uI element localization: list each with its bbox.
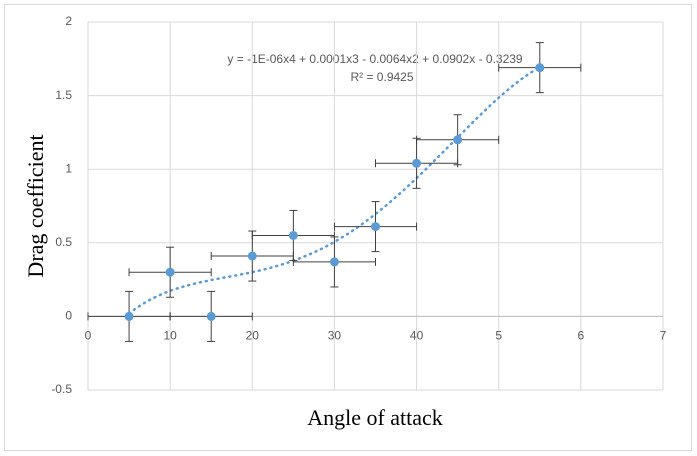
point xyxy=(247,251,257,261)
x-tick-label: 5 xyxy=(495,329,502,343)
y-tick-label: 2 xyxy=(65,14,72,28)
y-tick-label: 1 xyxy=(65,161,72,175)
x-tick-label: 0 xyxy=(85,329,92,343)
y-tick-label: 0.5 xyxy=(55,235,72,249)
trendline-equation: y = -1E-06x4 + 0.0001x3 - 0.0064x2 + 0.0… xyxy=(227,52,523,66)
x-tick-label: 6 xyxy=(578,329,585,343)
y-tick-label: 0 xyxy=(65,309,72,323)
point xyxy=(535,63,545,73)
point xyxy=(329,257,339,267)
point xyxy=(165,267,175,277)
y-tick-label: -0.5 xyxy=(51,382,72,396)
point xyxy=(371,222,380,232)
point xyxy=(412,158,422,168)
point xyxy=(124,311,134,321)
chart-border xyxy=(4,4,692,451)
y-axis-title: Drag coefficient xyxy=(23,134,48,277)
x-tick-label: 20 xyxy=(246,329,260,343)
x-tick-label: 10 xyxy=(163,329,177,343)
trendline-r-squared: R² = 0.9425 xyxy=(350,70,413,84)
point xyxy=(453,135,463,145)
y-tick-label: 1.5 xyxy=(55,88,72,102)
x-axis-title: Angle of attack xyxy=(307,405,443,430)
x-tick-label: 40 xyxy=(410,329,424,343)
point xyxy=(206,311,216,321)
x-tick-label: 30 xyxy=(328,329,342,343)
x-tick-label: 7 xyxy=(660,329,667,343)
point xyxy=(288,230,298,240)
